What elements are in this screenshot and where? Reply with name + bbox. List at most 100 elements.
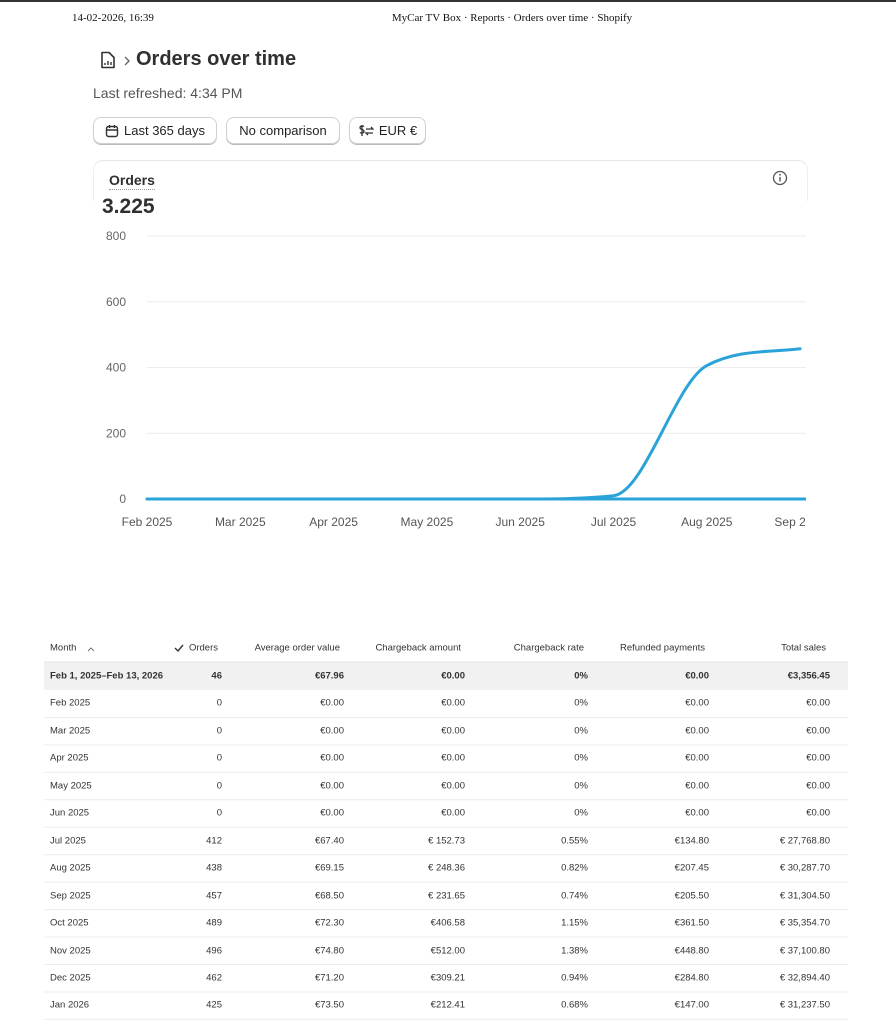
table-cell: Jun 2025 — [50, 807, 90, 819]
table-cell: €0.00 — [320, 752, 344, 764]
table-cell: €68.50 — [314, 890, 344, 902]
table-cell: Oct 2025 — [50, 917, 89, 929]
table-cell: €73.50 — [314, 999, 344, 1011]
table-cell: 462 — [206, 972, 222, 984]
table-cell: 0.82% — [561, 862, 588, 874]
table-cell: 425 — [206, 999, 222, 1011]
table-cell: €448.80 — [674, 945, 709, 956]
table-cell: 0.68% — [561, 999, 588, 1011]
table-cell: €205.50 — [674, 890, 709, 902]
comparison-button[interactable]: No comparison — [226, 117, 340, 144]
column-header[interactable]: Refunded payments — [619, 642, 705, 654]
table-cell: €0.00 — [806, 780, 830, 792]
top-border — [0, 0, 896, 2]
y-tick-label: 600 — [106, 295, 126, 309]
column-header[interactable]: Average order value — [254, 642, 340, 654]
check-icon — [174, 644, 184, 653]
table-cell: €309.21 — [430, 972, 465, 984]
table-cell: Feb 1, 2025–Feb 13, 2026 — [50, 670, 164, 682]
series-line — [145, 347, 802, 501]
table-cell: €0.00 — [685, 807, 709, 819]
table-cell: €69.15 — [314, 862, 344, 874]
currency-button[interactable]: EUR € — [349, 117, 426, 144]
table-cell: €72.30 — [314, 917, 344, 929]
chart-card — [93, 160, 808, 201]
table-cell: 1.38% — [561, 945, 588, 956]
date-range-button[interactable]: Last 365 days — [93, 117, 217, 144]
x-tick-label: Aug 2025 — [681, 515, 733, 529]
summary-row-bg — [44, 662, 848, 690]
table-cell: 0% — [574, 670, 588, 682]
table-cell: Dec 2025 — [50, 972, 91, 984]
table-cell: €0.00 — [441, 780, 465, 792]
print-title: MyCar TV Box · Reports · Orders over tim… — [391, 12, 633, 24]
column-header[interactable]: Month — [50, 642, 77, 654]
line-chart: Feb 2025 Mar 2025 Apr 2025 May 2025 Jun 2025… — [106, 229, 806, 529]
table-cell: € 27,768.80 — [779, 835, 830, 847]
y-tick-label: 200 — [106, 426, 126, 440]
table-cell: Apr 2025 — [50, 752, 89, 764]
info-icon[interactable] — [772, 170, 788, 186]
table-cell: 0% — [574, 697, 588, 709]
table-cell: 0.55% — [561, 835, 588, 847]
table-cell: 0 — [216, 725, 222, 737]
table-cell: €512.00 — [430, 945, 465, 956]
table-cell: €0.00 — [685, 780, 709, 792]
table-cell: €71.20 — [314, 972, 344, 984]
table-cell: €406.58 — [430, 917, 465, 929]
table-cell: €0.00 — [441, 670, 465, 682]
table-cell: 0.74% — [561, 890, 588, 902]
column-header[interactable]: Chargeback amount — [375, 642, 461, 654]
x-tick-label: Mar 2025 — [215, 515, 266, 529]
table-cell: €0.00 — [685, 670, 709, 682]
x-tick-label: Feb 2025 — [122, 515, 173, 529]
table-cell: 457 — [206, 890, 222, 902]
table-cell: Mar 2025 — [50, 725, 91, 737]
table-cell: €0.00 — [685, 697, 709, 709]
table-cell: Jan 2026 — [50, 999, 90, 1011]
table-cell: €0.00 — [685, 752, 709, 764]
table-cell: € 30,287.70 — [779, 862, 830, 874]
table-cell: €0.00 — [320, 697, 344, 709]
currency-icon — [359, 124, 374, 136]
table-cell: 0 — [216, 697, 222, 709]
table-cell: Aug 2025 — [50, 862, 91, 874]
table-cell: 0 — [216, 807, 222, 819]
column-header[interactable]: Chargeback rate — [513, 642, 584, 654]
table-cell: €0.00 — [320, 725, 344, 737]
table-cell: €361.50 — [674, 917, 709, 929]
metric-title[interactable]: Orders — [109, 172, 155, 190]
table-cell: €67.96 — [314, 670, 344, 682]
table-decor — [44, 644, 848, 1020]
button-label: EUR € — [378, 123, 418, 138]
metric-total: 3.225 — [102, 195, 155, 218]
table-cell: €0.00 — [441, 807, 465, 819]
table-cell: €0.00 — [806, 752, 830, 764]
table-cell: €0.00 — [320, 807, 344, 819]
column-header[interactable]: Total sales — [781, 642, 826, 654]
table-cell: € 152.73 — [428, 835, 465, 847]
table-cell: 489 — [206, 917, 222, 929]
page-heading: Orders over time — [136, 48, 297, 70]
x-tick-label: Jul 2025 — [591, 515, 637, 529]
x-tick-label: Apr 2025 — [309, 515, 358, 529]
table-cell: €67.40 — [314, 835, 344, 847]
breadcrumb-chevron — [124, 56, 130, 66]
report-icon[interactable] — [100, 51, 116, 69]
table-cell: €3,356.45 — [787, 670, 830, 682]
table-cell: 412 — [206, 835, 222, 847]
table-cell: € 31,304.50 — [779, 890, 830, 902]
button-label: Last 365 days — [124, 123, 205, 138]
table-cell: €0.00 — [441, 697, 465, 709]
table-cell: 0% — [574, 725, 588, 737]
table-cell: 0 — [216, 752, 222, 764]
table-cell: 0 — [216, 780, 222, 792]
column-header[interactable]: Orders — [188, 642, 218, 654]
table-cell: 496 — [206, 945, 222, 956]
table-cell: €212.41 — [430, 999, 465, 1011]
calendar-icon — [105, 124, 119, 137]
table-cell: €207.45 — [674, 862, 709, 874]
x-tick-label: May 2025 — [401, 515, 454, 529]
x-tick-label: Jun 2025 — [496, 515, 546, 529]
